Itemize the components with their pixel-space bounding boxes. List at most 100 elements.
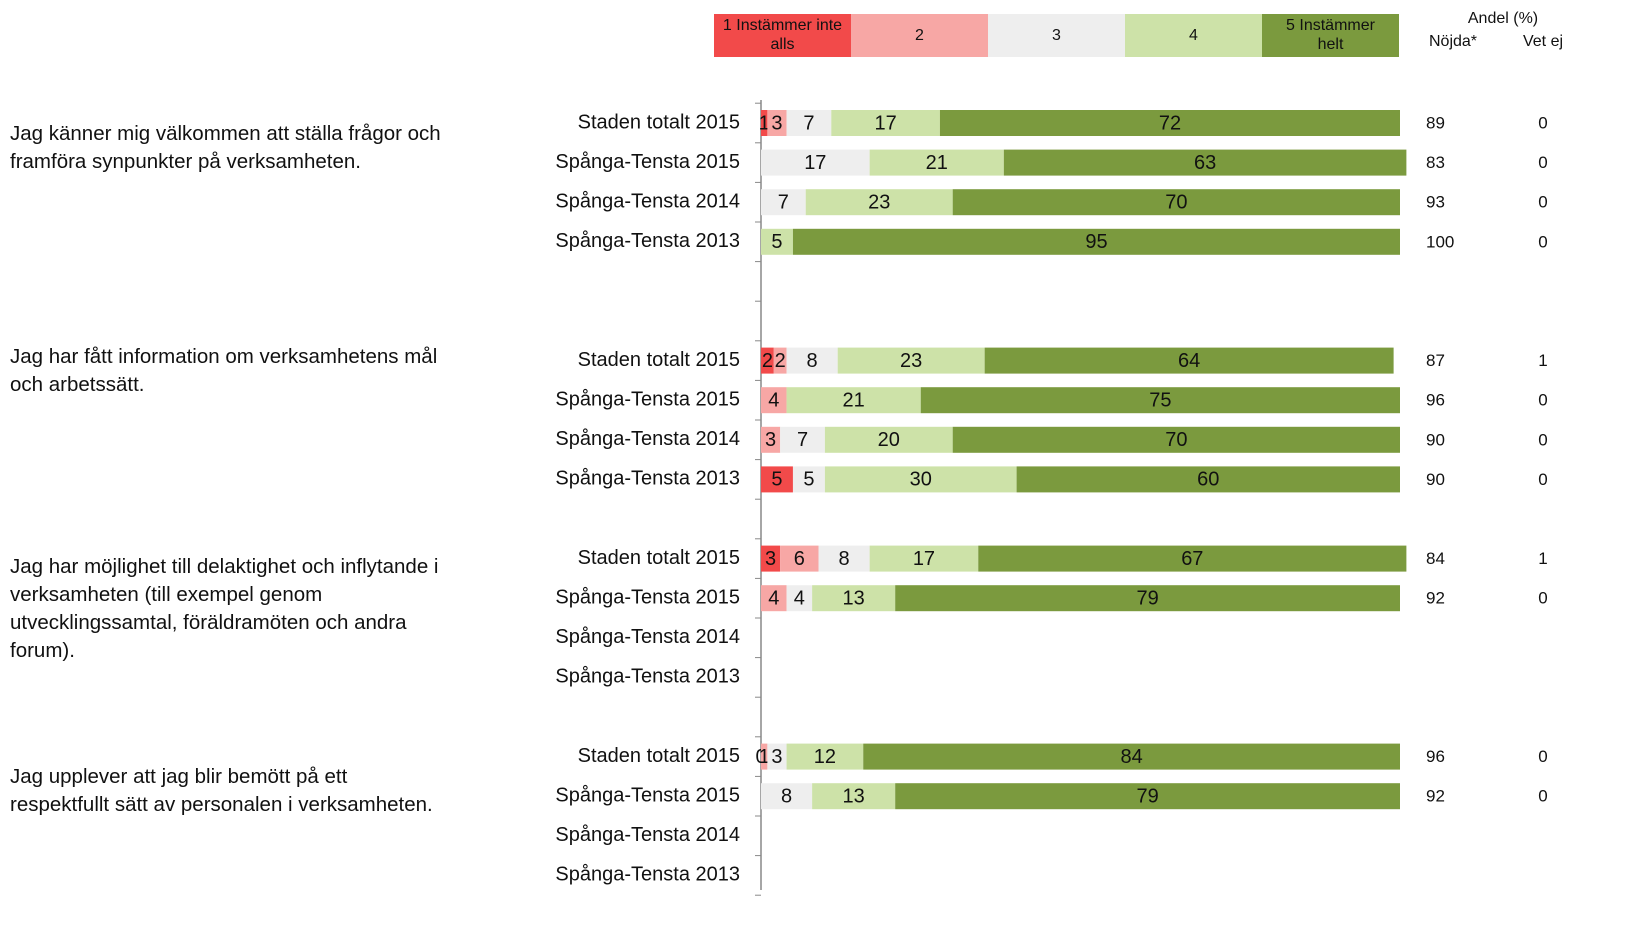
bar-segment xyxy=(869,149,1004,176)
segment-label: 30 xyxy=(910,469,932,491)
bar-segment xyxy=(786,387,921,414)
bar-segment xyxy=(761,189,806,216)
vetej-value: 1 xyxy=(1538,549,1547,568)
nojda-value: 93 xyxy=(1426,193,1445,212)
bar-segment xyxy=(761,783,813,810)
legend-label: 2 xyxy=(915,27,924,44)
bar-segment xyxy=(869,545,979,572)
header-title: Andel (%) xyxy=(1468,10,1538,27)
bar-segment xyxy=(863,743,1400,770)
bar-segment xyxy=(812,783,896,810)
legend-swatch xyxy=(714,14,851,57)
bar-segment xyxy=(786,110,832,136)
row-label: Spånga-Tensta 2013 xyxy=(555,864,740,886)
segment-label: 79 xyxy=(1136,785,1158,807)
nojda-value: 100 xyxy=(1426,232,1454,251)
legend-label: 5 Instämmer helt xyxy=(1286,17,1376,53)
segment-label: 63 xyxy=(1194,152,1216,174)
legend-swatch xyxy=(851,14,988,57)
vetej-value: 0 xyxy=(1538,430,1547,449)
bar-segment xyxy=(780,426,825,453)
segment-label: 5 xyxy=(771,231,782,253)
segment-label: 4 xyxy=(768,389,779,411)
bar-segment xyxy=(792,228,1400,255)
bar-segment xyxy=(761,545,781,572)
segment-label: 8 xyxy=(781,785,792,807)
bar-segment xyxy=(895,783,1400,810)
row-label: Spånga-Tensta 2014 xyxy=(555,190,740,212)
row-label: Staden totalt 2015 xyxy=(578,349,740,371)
bar-segment xyxy=(824,426,953,453)
segment-label: 8 xyxy=(839,548,850,570)
bar-segment xyxy=(761,743,768,770)
bar-segment xyxy=(895,585,1400,612)
vetej-value: 0 xyxy=(1538,391,1547,410)
question: Jag har möjlighet till delaktighet och i… xyxy=(10,555,439,662)
nojda-value: 83 xyxy=(1426,153,1445,172)
bar-segment xyxy=(818,545,870,572)
bar-segment xyxy=(761,585,787,612)
row-label: Spånga-Tensta 2015 xyxy=(555,586,740,608)
segment-label: 70 xyxy=(1165,429,1187,451)
legend-swatch xyxy=(1262,14,1399,57)
nojda-value: 92 xyxy=(1426,787,1445,806)
question: Jag upplever att jag blir bemött på ett … xyxy=(10,765,433,816)
segment-label: 79 xyxy=(1136,587,1158,609)
segment-label: 13 xyxy=(843,587,865,609)
segment-label: 3 xyxy=(765,548,776,570)
bar-segment xyxy=(761,426,781,453)
segment-label: 13 xyxy=(843,785,865,807)
row-label: Staden totalt 2015 xyxy=(578,111,740,133)
bar-segment xyxy=(786,585,813,612)
segment-label: 17 xyxy=(874,112,896,134)
row-label: Spånga-Tensta 2015 xyxy=(555,784,740,806)
nojda-value: 89 xyxy=(1426,113,1445,132)
legend-label: 1 Instämmer inte alls xyxy=(723,17,842,53)
segment-label: 12 xyxy=(814,746,836,768)
bar-segment xyxy=(761,149,870,176)
nojda-value: 90 xyxy=(1426,470,1445,489)
bar-segment xyxy=(773,347,787,374)
legend-swatch xyxy=(988,14,1125,57)
bar-segment xyxy=(952,189,1400,216)
segment-label: 7 xyxy=(797,429,808,451)
segment-label: 23 xyxy=(868,191,890,213)
bar-segment xyxy=(812,585,896,612)
bar-segment xyxy=(939,110,1400,136)
bar-segment xyxy=(837,347,985,374)
bar-segment xyxy=(767,743,787,770)
vetej-value: 0 xyxy=(1538,193,1547,212)
bar-segment xyxy=(786,347,838,374)
nojda-value: 84 xyxy=(1426,549,1445,568)
segment-label: 70 xyxy=(1165,191,1187,213)
row-label: Staden totalt 2015 xyxy=(578,745,740,767)
segment-label: 72 xyxy=(1159,112,1181,134)
vetej-value: 1 xyxy=(1538,351,1547,370)
bar-segment xyxy=(761,466,793,493)
bar-segment xyxy=(984,347,1394,374)
bar-segment xyxy=(780,545,819,572)
segment-label: 84 xyxy=(1120,746,1142,768)
bar-segment xyxy=(952,426,1400,453)
bar-segment xyxy=(824,466,1017,493)
bar-segment xyxy=(920,387,1400,414)
segment-label: 2 xyxy=(762,350,773,372)
header-column: Vet ej xyxy=(1523,33,1563,50)
nojda-value: 87 xyxy=(1426,351,1445,370)
segment-label: 21 xyxy=(926,152,948,174)
segment-label: 23 xyxy=(900,350,922,372)
vetej-value: 0 xyxy=(1538,232,1547,251)
bar-segment xyxy=(786,743,864,770)
row-label: Spånga-Tensta 2013 xyxy=(555,230,740,252)
segment-label: 21 xyxy=(843,389,865,411)
row-label: Spånga-Tensta 2014 xyxy=(555,428,740,450)
bar-segment xyxy=(1003,149,1407,176)
bar-segment xyxy=(978,545,1407,572)
bar-segment xyxy=(805,189,953,216)
vetej-value: 0 xyxy=(1538,589,1547,608)
segment-label: 2 xyxy=(775,350,786,372)
segment-label: 3 xyxy=(765,429,776,451)
segment-label: 17 xyxy=(804,152,826,174)
